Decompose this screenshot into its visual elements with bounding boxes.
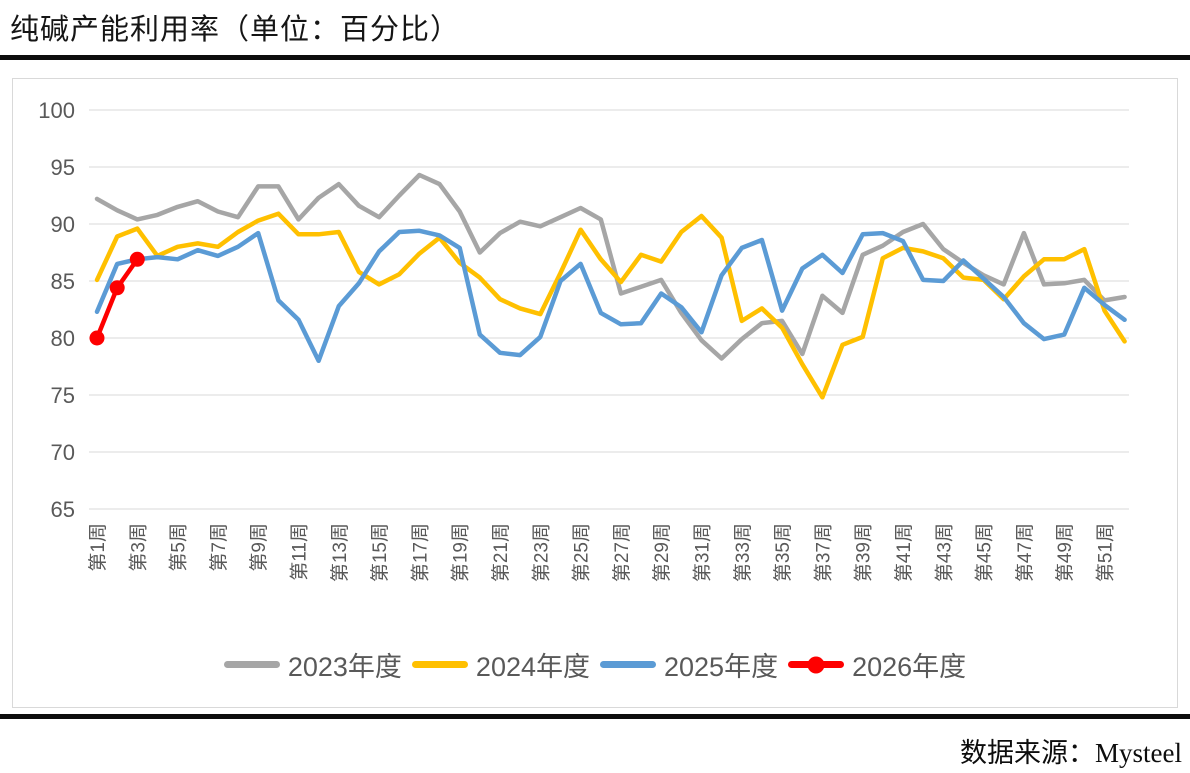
x-tick-label-week-15: 第15周 <box>369 523 391 582</box>
x-tick-label-week-23: 第23周 <box>530 523 552 582</box>
chart-legend: 2023年度 2024年度 2025年度 2026年度 <box>13 645 1177 684</box>
x-tick-label-week-3: 第3周 <box>127 523 149 572</box>
legend-item-2024: 2024年度 <box>411 645 590 684</box>
series-line-2 <box>94 228 1127 364</box>
legend-line-sample-2024 <box>411 661 468 668</box>
series-2026年度 <box>89 251 145 346</box>
legend-label-2024: 2024年度 <box>475 652 590 682</box>
x-tick-label-week-7: 第7周 <box>208 523 230 572</box>
x-tick-label-week-39: 第39周 <box>853 523 875 582</box>
series-2023年度 <box>94 172 1127 361</box>
y-axis-labels: 100 95 90 85 80 75 70 65 <box>38 98 75 522</box>
x-tick-label-week-17: 第17周 <box>409 523 431 582</box>
data-point-marker <box>89 330 105 346</box>
series-2025年度 <box>94 228 1127 364</box>
x-tick-label-week-31: 第31周 <box>692 523 714 582</box>
x-axis-labels: 第1周 第3周 第5周 第7周 第9周 第11周 第13周 第15周 第17周 第19周 第21周第… <box>87 523 1117 582</box>
legend-label-2025: 2025年度 <box>664 652 779 682</box>
legend-label-2026: 2026年度 <box>852 652 967 682</box>
data-point-marker <box>129 251 145 267</box>
legend-item-2023: 2023年度 <box>223 645 402 684</box>
x-tick-label-week-47: 第47周 <box>1014 523 1036 582</box>
y-tick-label-95: 95 <box>51 155 75 180</box>
x-tick-label-week-27: 第27周 <box>611 523 633 582</box>
gridlines <box>89 109 1129 510</box>
x-tick-label-week-45: 第45周 <box>974 523 996 582</box>
legend-item-2025: 2025年度 <box>600 645 778 684</box>
x-tick-label-week-49: 第49周 <box>1054 523 1076 582</box>
legend-item-2026: 2026年度 <box>788 645 966 684</box>
x-tick-label-week-35: 第35周 <box>772 523 794 582</box>
x-tick-label-week-37: 第37周 <box>812 523 834 582</box>
legend-line-sample-2026 <box>788 656 845 673</box>
y-tick-label-75: 75 <box>51 383 75 408</box>
y-tick-label-80: 80 <box>51 326 75 351</box>
line-chart: 100 95 90 85 80 75 70 65 第1周 第3周 第5周 第7周 第9周 第11周 第13周… <box>38 98 1129 582</box>
y-tick-label-65: 65 <box>51 497 75 522</box>
title-divider <box>0 55 1190 60</box>
x-tick-label-week-25: 第25周 <box>571 523 593 582</box>
series-line-1 <box>94 211 1127 400</box>
x-tick-label-week-43: 第43周 <box>933 523 955 582</box>
x-tick-label-week-33: 第33周 <box>732 523 754 582</box>
chart-panel: 100 95 90 85 80 75 70 65 第1周 第3周 第5周 第7周 第9周 第11周 第13周… <box>12 78 1178 708</box>
x-tick-label-week-51: 第51周 <box>1095 523 1117 582</box>
x-tick-label-week-13: 第13周 <box>329 523 351 582</box>
series-line-0 <box>94 172 1127 361</box>
y-tick-label-70: 70 <box>51 440 75 465</box>
data-point-marker <box>109 280 125 296</box>
y-tick-label-90: 90 <box>51 212 75 237</box>
x-tick-label-week-19: 第19周 <box>450 523 472 582</box>
x-tick-label-week-9: 第9周 <box>248 523 270 572</box>
x-tick-label-week-21: 第21周 <box>490 523 512 582</box>
x-tick-label-week-11: 第11周 <box>289 523 311 581</box>
legend-marker-dot <box>807 656 825 673</box>
y-tick-label-85: 85 <box>51 269 75 294</box>
footer-divider <box>0 714 1190 719</box>
x-tick-label-week-29: 第29周 <box>651 523 673 582</box>
legend-line-sample-2025 <box>600 661 656 668</box>
data-source: 数据来源：Mysteel <box>960 738 1182 768</box>
y-tick-label-100: 100 <box>38 98 75 123</box>
x-tick-label-week-5: 第5周 <box>168 523 190 572</box>
x-tick-label-week-1: 第1周 <box>87 523 109 572</box>
x-tick-label-week-41: 第41周 <box>893 523 915 582</box>
legend-label-2023: 2023年度 <box>287 652 402 682</box>
series-2024年度 <box>94 211 1127 400</box>
page-title: 纯碱产能利用率（单位：百分比） <box>10 14 461 46</box>
legend-line-sample-2023 <box>223 661 280 668</box>
